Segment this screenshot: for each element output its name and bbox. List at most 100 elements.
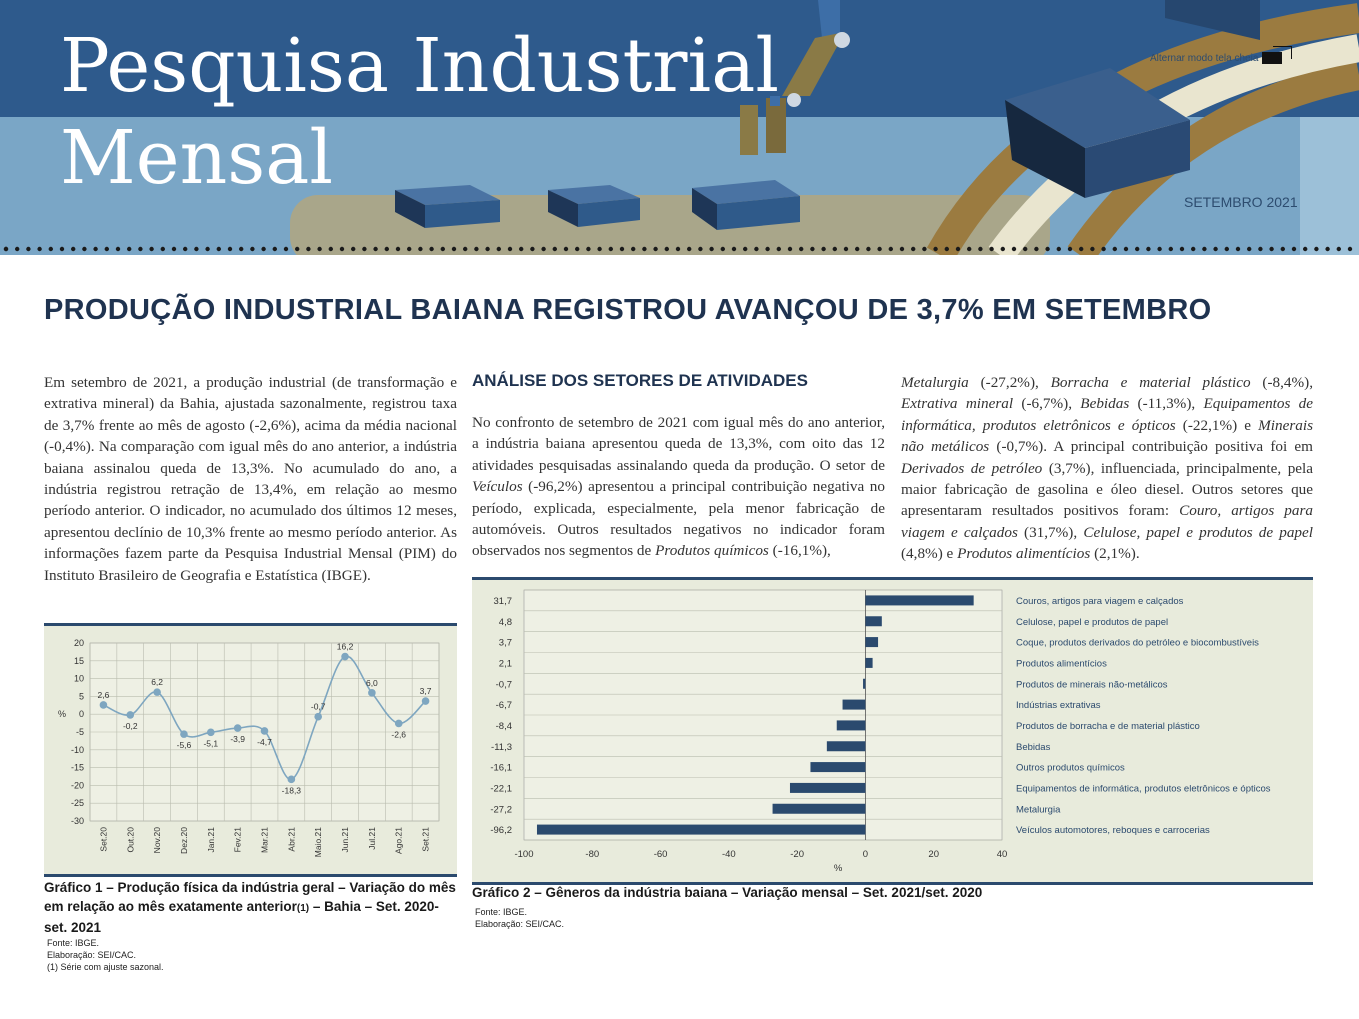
divider-dot	[1146, 246, 1151, 252]
data-point	[233, 724, 242, 732]
divider-dot	[71, 246, 76, 252]
divider-dot	[283, 246, 289, 252]
y-tick-label: -10	[71, 745, 84, 755]
intro-paragraph: Em setembro de 2021, a produção industri…	[44, 374, 457, 584]
divider-dot	[799, 246, 804, 252]
fullscreen-toggle[interactable]: Alternar modo tela cheia	[1150, 46, 1293, 64]
category-label: Produtos de borracha e de material plást…	[1016, 721, 1200, 732]
divider-dot	[339, 246, 345, 252]
data-label: -5,6	[177, 740, 192, 750]
article-headline: PRODUÇÃO INDUSTRIAL BAIANA REGISTROU AVA…	[44, 294, 1212, 326]
category-label: Coque, produtos derivados do petróleo e …	[1016, 638, 1259, 649]
divider-dot	[1269, 246, 1274, 252]
divider-dot	[48, 246, 53, 252]
divider-dot	[205, 246, 210, 252]
divider-dot	[272, 246, 277, 252]
divider-dot	[451, 246, 457, 252]
elaboration-note: Elaboração: SEI/CAC.	[475, 919, 565, 929]
chart-2-notes: Fonte: IBGE. Elaboração: SEI/CAC.	[475, 906, 564, 930]
divider-dot	[440, 246, 445, 252]
sector-leather: Couro, artigos para viagem e calçados	[901, 502, 1313, 541]
text-run: (4,8%) e	[901, 545, 958, 563]
fullscreen-label[interactable]: Alternar modo tela cheia	[1150, 52, 1259, 64]
divider-dot	[59, 246, 65, 252]
text-run: (-11,3%),	[1129, 395, 1204, 413]
y-tick-label: 20	[74, 638, 84, 648]
divider-dot	[3, 246, 9, 252]
fullscreen-icon[interactable]	[1262, 46, 1293, 64]
text-run: (3,7%), influenciada, principalmente, pe…	[901, 459, 1313, 520]
divider-dot	[317, 246, 322, 252]
value-label: -22,1	[490, 783, 512, 794]
divider-dot	[463, 246, 468, 252]
divider-dot	[1135, 246, 1140, 252]
y-tick-label: 15	[74, 656, 84, 666]
data-point	[341, 652, 349, 661]
value-label: -96,2	[490, 825, 512, 836]
category-label: Equipamentos de informática, produtos el…	[1016, 783, 1271, 794]
text-run: (-96,2%) apresentou a principal contribu…	[472, 478, 885, 560]
y-tick-label: 10	[74, 674, 84, 684]
x-tick-label: 0	[863, 849, 868, 860]
edition-date: SETEMBRO 2021	[1184, 194, 1298, 210]
divider-dot	[1000, 246, 1005, 252]
sector-cellulose: Celulose, papel e produtos de papel	[1083, 523, 1313, 541]
divider-dot	[519, 246, 524, 252]
divider-dot	[1191, 246, 1196, 252]
category-label: Bebidas	[1016, 742, 1051, 753]
source-note: Fonte: IBGE.	[475, 907, 528, 917]
text-run: (-22,1%) e	[1175, 416, 1259, 434]
divider-dot	[698, 246, 703, 252]
y-tick-label: -15	[71, 763, 84, 773]
divider-dot	[933, 246, 938, 252]
dotted-divider	[3, 246, 1353, 252]
y-tick-label: 0	[79, 709, 84, 719]
divider-dot	[1168, 246, 1174, 252]
analysis-paragraph-1: No confronto de setembro de 2021 com igu…	[472, 412, 885, 562]
y-axis-unit: %	[58, 709, 66, 719]
data-label: -0,7	[311, 702, 326, 712]
divider-dot	[563, 246, 569, 252]
x-tick-label: -20	[790, 849, 804, 860]
sector-petroleum: Derivados de petróleo	[901, 459, 1043, 477]
divider-dot	[888, 246, 893, 252]
x-tick-label: Ago.21	[394, 827, 404, 854]
divider-dot	[485, 246, 490, 252]
x-tick-label: Dez.20	[179, 827, 189, 854]
bar	[865, 595, 974, 606]
divider-dot	[855, 246, 860, 252]
divider-dot	[911, 246, 916, 252]
divider-dot	[821, 246, 826, 252]
category-label: Indústrias extrativas	[1016, 700, 1101, 711]
divider-dot	[1303, 246, 1308, 252]
divider-dot	[373, 246, 378, 252]
y-tick-label: -5	[76, 727, 84, 737]
divider-dot	[429, 246, 434, 252]
divider-dot	[395, 246, 401, 252]
divider-dot	[1336, 246, 1342, 252]
divider-dot	[1157, 246, 1162, 252]
divider-dot	[82, 246, 87, 252]
divider-dot	[608, 246, 613, 252]
data-label: -5,1	[203, 738, 218, 748]
divider-dot	[709, 246, 714, 252]
divider-dot	[866, 246, 871, 252]
divider-dot	[1112, 246, 1118, 252]
sector-electronics: Equipamentos de informática, produtos el…	[901, 395, 1314, 434]
bar	[772, 803, 866, 814]
value-label: -11,3	[491, 742, 512, 753]
divider-dot	[328, 246, 333, 252]
divider-dot	[1056, 246, 1062, 252]
divider-dot	[474, 246, 479, 252]
x-tick-label: -40	[722, 849, 736, 860]
data-label: -0,2	[123, 721, 138, 731]
divider-dot	[149, 246, 154, 252]
sector-metallurgy: Metalurgia	[901, 374, 969, 391]
data-point	[207, 728, 215, 737]
divider-dot	[720, 246, 725, 252]
divider-dot	[227, 246, 233, 252]
caption-text: – Bahia – Set. 2020-set. 2021	[44, 899, 439, 935]
text-run: (-6,7%),	[1013, 395, 1081, 413]
data-label: -18,3	[282, 785, 302, 795]
divider-dot	[507, 246, 513, 252]
